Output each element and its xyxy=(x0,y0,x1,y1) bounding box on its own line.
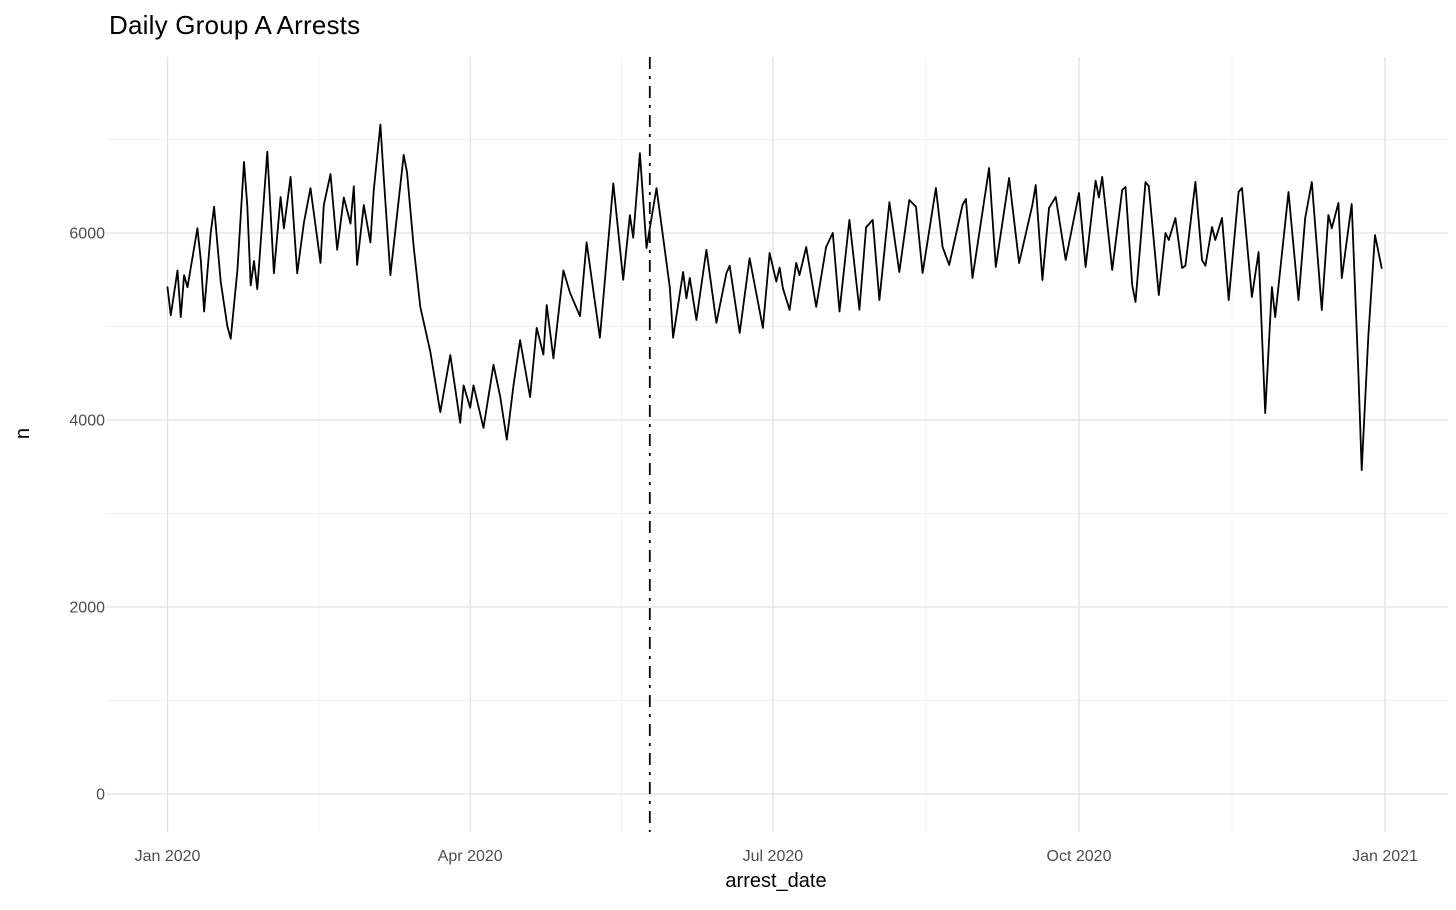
y-tick-label: 0 xyxy=(96,787,105,804)
x-tick-label: Jan 2021 xyxy=(1352,848,1418,865)
y-tick-label: 4000 xyxy=(69,413,105,430)
x-tick-label: Oct 2020 xyxy=(1047,848,1112,865)
x-tick-label: Apr 2020 xyxy=(438,848,503,865)
y-axis-title: n xyxy=(12,428,34,440)
x-axis-title: arrest_date xyxy=(725,870,827,892)
x-tick-label: Jul 2020 xyxy=(743,848,804,865)
y-tick-label: 2000 xyxy=(69,600,105,617)
data-line-series xyxy=(166,123,1383,471)
x-tick-label: Jan 2020 xyxy=(135,848,201,865)
chart-title: Daily Group A Arrests xyxy=(109,10,361,40)
y-tick-label: 6000 xyxy=(69,226,105,243)
